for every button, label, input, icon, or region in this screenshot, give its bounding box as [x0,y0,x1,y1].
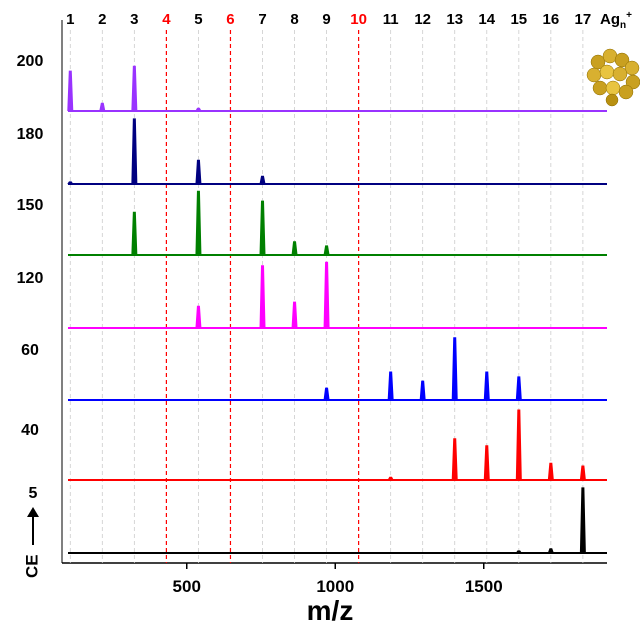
cluster-size-label: 9 [322,11,330,28]
peak [387,371,394,401]
cluster-size-label: 2 [98,11,106,28]
peak [451,337,458,401]
cluster-size-label: 14 [478,11,495,28]
x-tick-label: 1000 [316,577,354,596]
series-label: 40 [21,422,39,439]
peak [67,181,74,185]
peak [579,487,586,554]
peak [131,211,138,256]
cluster-size-label: 12 [414,11,431,28]
series-label: 5 [29,485,38,502]
peak [323,245,330,256]
peak [323,261,330,329]
x-axis-label: m/z [307,595,354,626]
peak [323,387,330,401]
cluster-size-label: 8 [290,11,298,28]
spectrum [68,337,607,401]
peak [131,118,138,185]
cluster-size-label: 11 [383,11,399,28]
series-label: 120 [17,270,44,287]
cluster-size-label: 13 [446,11,463,28]
peak [579,465,586,481]
cluster-size-label: 16 [542,11,559,28]
series-label: 180 [17,126,44,143]
cluster-size-label: 5 [194,11,202,28]
series-label: 150 [17,197,44,214]
spectrum [68,190,607,256]
peak [259,200,266,256]
spectrum [68,487,607,554]
cluster-label-base: Ag [600,11,620,28]
cluster-size-label: 15 [510,11,527,28]
series-label: 60 [21,342,39,359]
series-label: 200 [17,53,44,70]
peak [387,476,394,481]
peak [547,462,554,481]
y-axis-label: CE [22,554,41,578]
peak [515,376,522,401]
peak [195,190,202,256]
spectrum [67,118,607,185]
ce-arrow [27,507,39,545]
x-tick-label: 500 [173,577,201,596]
peak [195,305,202,329]
x-tick-label: 1500 [465,577,503,596]
spectrum [68,261,607,329]
cluster-size-label: 1 [66,11,74,28]
peak [259,265,266,329]
peak [515,550,522,554]
cluster-label-sup: + [626,10,632,21]
cluster-size-label: 10 [350,11,367,28]
cluster-label: Agn+ [600,10,632,31]
peak [451,438,458,481]
cluster-size-label: 6 [226,11,234,28]
spectrum [67,65,607,112]
cluster-size-label: 3 [130,11,138,28]
peak [131,65,138,112]
cluster-icon [586,48,640,107]
peak [483,371,490,401]
peak [483,445,490,481]
peak [259,175,266,185]
peak [419,380,426,401]
peak [291,301,298,329]
spectrum [68,409,607,481]
cluster-size-label: 7 [258,11,266,28]
peak [99,102,106,112]
peak [195,107,202,112]
peak [67,70,74,112]
peak [291,241,298,256]
peak [195,159,202,185]
cluster-size-label: 17 [575,11,592,28]
peak [515,409,522,481]
cluster-size-label: 4 [162,11,171,28]
peak [547,548,554,554]
cluster-label-sub: n [620,20,626,31]
